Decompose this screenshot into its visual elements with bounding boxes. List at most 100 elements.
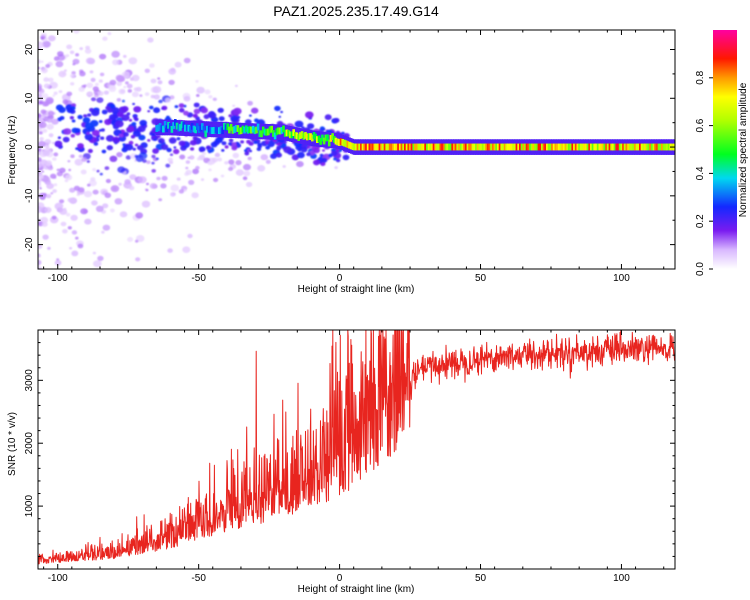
- ridge-cell: [414, 143, 417, 151]
- ridge-cell: [459, 143, 463, 151]
- ridge-cell: [395, 143, 399, 151]
- spectrogram-cell: [135, 235, 145, 242]
- spectrogram-cell: [137, 176, 147, 184]
- ridge-cell: [579, 143, 583, 151]
- ridge-halo: [223, 122, 226, 138]
- spectrogram-cell: [151, 154, 156, 159]
- spectrogram-cell: [74, 158, 83, 166]
- ridge-cell: [311, 134, 314, 142]
- spectrogram-cell: [70, 73, 76, 78]
- ridge-cell: [190, 122, 194, 130]
- ridge-cell: [598, 143, 602, 151]
- ridge-cell: [280, 127, 284, 134]
- ridge-cell: [603, 143, 607, 151]
- ridge-cell: [491, 143, 495, 151]
- spectrogram-cell: [58, 70, 67, 78]
- spectrogram-cell: [153, 94, 160, 100]
- ridge-cell: [326, 134, 329, 142]
- spectrogram-cell: [206, 146, 210, 149]
- ridge-cell: [295, 132, 299, 140]
- ridge-cell: [405, 143, 409, 151]
- ridge-halo: [331, 132, 334, 149]
- spectrogram-cell: [39, 137, 44, 141]
- spectrogram-cell: [51, 141, 55, 145]
- spectrogram-cell: [72, 58, 80, 65]
- y-tick-label: -20: [24, 237, 35, 252]
- spectrogram-cell: [127, 89, 132, 93]
- spectrogram-cell: [84, 133, 94, 141]
- spectrogram-cell: [105, 178, 111, 184]
- spectrogram-cell: [100, 128, 105, 132]
- spectrogram-cell: [104, 192, 112, 198]
- spectrogram-cell: [38, 148, 42, 152]
- spectrogram-cell: [151, 161, 155, 165]
- spectrogram-cell: [42, 93, 49, 99]
- spectrogram-ridge: [155, 119, 675, 155]
- ridge-cell: [324, 134, 328, 142]
- spectrogram-cell: [217, 107, 224, 113]
- ridge-cell: [233, 126, 236, 133]
- spectrogram-cell: [257, 142, 262, 147]
- spectrogram-cell: [168, 79, 175, 85]
- ridge-cell: [488, 143, 492, 151]
- spectrogram-cell: [56, 258, 60, 261]
- spectrogram-cell: [67, 160, 71, 163]
- ridge-cell: [415, 143, 419, 151]
- spectrogram-cell: [56, 168, 60, 172]
- spectrogram-cell: [167, 157, 173, 162]
- ridge-cell: [250, 126, 253, 134]
- snr-axes: -100 -50 0 50 100 1000 2000 3000: [24, 329, 675, 584]
- ridge-cell: [292, 129, 295, 136]
- ridge-cell: [348, 141, 351, 149]
- spectrogram-cell: [321, 157, 328, 163]
- ridge-cell: [549, 143, 552, 151]
- ridge-cell: [446, 143, 449, 151]
- spectrogram-cell: [77, 143, 84, 149]
- spectrogram-cell: [240, 140, 245, 144]
- spectrogram-cell: [107, 32, 112, 36]
- spectrogram-cell: [92, 189, 99, 195]
- spectrogram-cell: [183, 57, 191, 64]
- ridge-cell: [497, 143, 500, 151]
- spectrogram-cell: [99, 72, 105, 77]
- ridge-cell: [260, 130, 263, 138]
- ridge-cell: [185, 124, 189, 131]
- spectrogram-cell: [265, 141, 269, 145]
- spectrogram-cell: [195, 80, 199, 83]
- spectrogram-cell: [232, 152, 240, 159]
- spectrogram-cell: [249, 149, 253, 153]
- spectrogram-cell: [42, 128, 48, 133]
- spectrogram-cell: [275, 152, 282, 158]
- spectrogram-cell: [41, 221, 48, 227]
- spectrogram-cell: [178, 103, 185, 108]
- ridge-cell: [437, 143, 441, 151]
- spectrogram-cell: [101, 109, 108, 115]
- ridge-cell: [469, 143, 473, 151]
- spectrogram-cell: [102, 224, 111, 231]
- ridge-cell: [231, 126, 235, 134]
- ridge-cell: [442, 143, 446, 151]
- spectrogram-cell: [71, 119, 76, 123]
- spectrogram-cell: [335, 158, 341, 163]
- spectrogram-cell: [77, 114, 83, 120]
- spectrogram-cell: [41, 116, 45, 119]
- ridge-cell: [246, 126, 250, 134]
- spectrogram-cell: [87, 148, 93, 154]
- ridge-cell: [583, 143, 586, 151]
- spectrogram-cell: [54, 260, 62, 266]
- x-tick-label: -100: [48, 273, 68, 284]
- ridge-cell: [498, 143, 502, 151]
- x-tick-label: -50: [191, 573, 206, 584]
- spectrogram-cell: [155, 157, 159, 161]
- ridge-halo: [273, 124, 277, 140]
- ridge-cell: [551, 143, 554, 151]
- spectrogram-cell: [153, 138, 157, 141]
- spectrogram-cell: [334, 166, 338, 170]
- ridge-cell: [615, 143, 618, 151]
- ridge-cell: [365, 143, 368, 151]
- x-tick-label: 50: [475, 273, 487, 284]
- spectrogram-cell: [210, 141, 218, 148]
- ridge-cell: [373, 143, 377, 151]
- spectrogram-cell: [218, 116, 225, 122]
